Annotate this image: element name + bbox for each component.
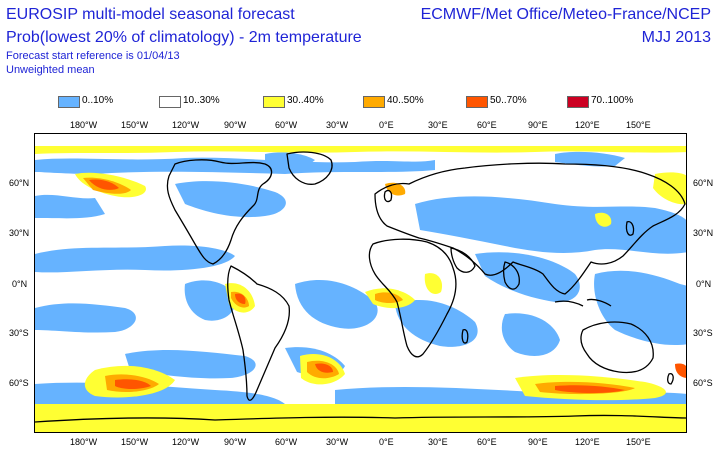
forecast-reference: Forecast start reference is 01/04/13 (6, 50, 180, 62)
probability-50-70-areas (89, 179, 686, 393)
lon-label-top: 90°W (224, 120, 247, 130)
lon-label-bottom: 90°E (528, 437, 548, 447)
lon-label-top: 60°W (275, 120, 298, 130)
lat-label-left: 30°S (9, 328, 29, 338)
lon-label-bottom: 0°E (379, 437, 394, 447)
lon-label-top: 30°W (326, 120, 349, 130)
lon-label-bottom: 90°W (224, 437, 247, 447)
title-line-2: Prob(lowest 20% of climatology) - 2m tem… (6, 29, 362, 46)
lon-label-bottom: 120°E (575, 437, 600, 447)
legend-swatch (58, 96, 80, 108)
mean-type: Unweighted mean (6, 64, 95, 76)
lon-label-bottom: 150°W (121, 437, 149, 447)
lon-label-top: 30°E (428, 120, 448, 130)
title-line-1: EUROSIP multi-model seasonal forecast (6, 6, 295, 23)
lat-label-left: 60°S (9, 378, 29, 388)
lat-label-left: 0°N (12, 279, 28, 289)
lon-label-bottom: 30°E (428, 437, 448, 447)
lon-label-top: 0°E (379, 120, 394, 130)
lat-label-right: 30°S (693, 328, 713, 338)
legend-swatch (159, 96, 181, 108)
forecast-map (34, 133, 687, 433)
lon-label-bottom: 60°E (477, 437, 497, 447)
lon-label-bottom: 30°W (326, 437, 349, 447)
lat-label-left: 60°N (9, 178, 30, 188)
legend-label: 10..30% (183, 95, 220, 106)
legend-swatch (567, 96, 589, 108)
lon-label-top: 60°E (477, 120, 497, 130)
lon-label-top: 150°W (121, 120, 149, 130)
legend-swatch (466, 96, 488, 108)
season-label: MJJ 2013 (641, 29, 711, 46)
legend-label: 70..100% (591, 95, 634, 106)
legend-swatch (263, 96, 285, 108)
coastlines (35, 151, 686, 423)
lat-label-left: 30°N (9, 228, 30, 238)
lon-label-bottom: 120°W (172, 437, 200, 447)
legend-label: 0..10% (82, 95, 114, 106)
legend-swatch (363, 96, 385, 108)
lat-label-right: 60°N (693, 178, 714, 188)
legend-label: 30..40% (287, 95, 324, 106)
lon-label-bottom: 60°W (275, 437, 298, 447)
lat-label-right: 60°S (693, 378, 713, 388)
centres-label: ECMWF/Met Office/Meteo-France/NCEP (420, 6, 711, 23)
lat-label-right: 0°N (696, 279, 712, 289)
legend-label: 40..50% (387, 95, 424, 106)
lon-label-top: 90°E (528, 120, 548, 130)
lon-label-top: 180°W (70, 120, 98, 130)
color-legend: 0..10% 10..30% 30..40% 40..50% 50..70% 7… (0, 95, 723, 109)
lon-label-top: 150°E (626, 120, 651, 130)
lon-label-bottom: 180°W (70, 437, 98, 447)
lon-label-top: 120°E (575, 120, 600, 130)
legend-label: 50..70% (490, 95, 527, 106)
lon-label-bottom: 150°E (626, 437, 651, 447)
lat-label-right: 30°N (693, 228, 714, 238)
lon-label-top: 120°W (172, 120, 200, 130)
map-svg (35, 146, 686, 432)
